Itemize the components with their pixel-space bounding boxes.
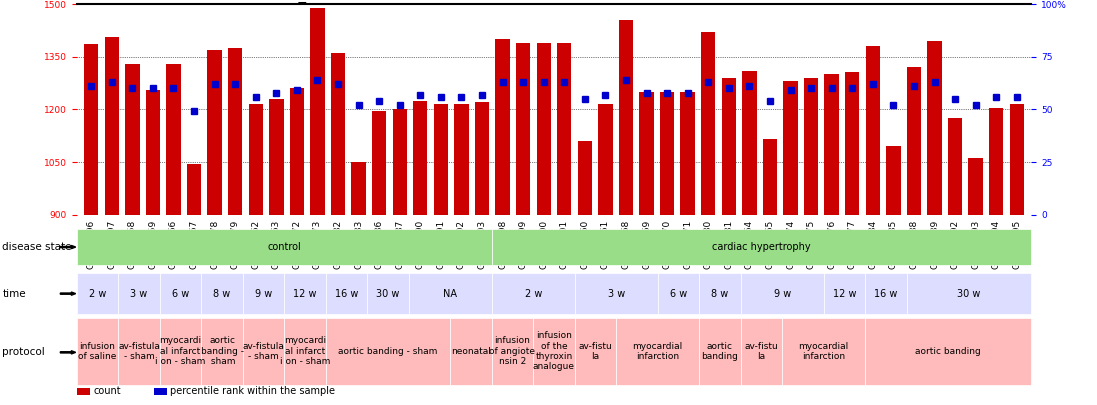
Text: NA: NA	[443, 289, 457, 298]
Text: aortic
banding -
 sham: aortic banding - sham	[201, 337, 244, 366]
Text: time: time	[2, 289, 26, 298]
Bar	[249, 104, 263, 215]
Bar	[1009, 104, 1024, 215]
Text: disease state: disease state	[2, 242, 71, 252]
Text: myocardi
al infarct
i on - sham: myocardi al infarct i on - sham	[156, 337, 206, 366]
Bar	[125, 64, 139, 215]
Bar	[475, 102, 489, 215]
Bar	[989, 108, 1004, 215]
Text: neonatal: neonatal	[451, 347, 491, 356]
Text: 2 w: 2 w	[89, 289, 106, 298]
Text: percentile rank within the sample: percentile rank within the sample	[170, 386, 335, 396]
Bar	[536, 43, 551, 215]
Text: aortic
banding: aortic banding	[701, 342, 738, 361]
Bar	[907, 67, 921, 215]
Text: myocardial
infarction: myocardial infarction	[633, 342, 682, 361]
Text: 16 w: 16 w	[335, 289, 359, 298]
Bar	[927, 41, 941, 215]
Bar	[146, 90, 160, 215]
Text: count: count	[93, 386, 121, 396]
Bar	[783, 81, 798, 215]
Text: aortic banding: aortic banding	[915, 347, 981, 356]
Text: 2 w: 2 w	[524, 289, 542, 298]
Text: 6 w: 6 w	[172, 289, 189, 298]
Bar	[372, 111, 386, 215]
Text: 30 w: 30 w	[958, 289, 981, 298]
Bar	[866, 46, 880, 215]
Text: 8 w: 8 w	[711, 289, 728, 298]
Bar	[84, 45, 99, 215]
Text: control: control	[268, 242, 302, 252]
Text: 3 w: 3 w	[131, 289, 148, 298]
Bar	[701, 32, 715, 215]
Text: infusion
of angiote
nsin 2: infusion of angiote nsin 2	[489, 337, 535, 366]
Text: 16 w: 16 w	[874, 289, 897, 298]
Bar	[414, 100, 428, 215]
Bar	[310, 8, 325, 215]
Bar	[969, 158, 983, 215]
Bar	[393, 109, 407, 215]
Text: 9 w: 9 w	[255, 289, 272, 298]
Bar	[804, 78, 818, 215]
Text: 6 w: 6 w	[670, 289, 687, 298]
Text: av-fistu
la: av-fistu la	[578, 342, 612, 361]
Bar	[948, 118, 962, 215]
Bar	[845, 72, 859, 215]
Text: infusion
of the
thyroxin
analogue: infusion of the thyroxin analogue	[533, 331, 575, 371]
Bar	[269, 99, 283, 215]
Bar	[351, 162, 365, 215]
Bar	[825, 74, 839, 215]
Text: cardiac hypertrophy: cardiac hypertrophy	[712, 242, 811, 252]
Bar	[660, 92, 675, 215]
Text: myocardi
al infarct
i on - sham: myocardi al infarct i on - sham	[280, 337, 330, 366]
Bar	[207, 50, 222, 215]
Text: protocol: protocol	[2, 347, 45, 357]
Bar	[228, 48, 242, 215]
Bar	[104, 37, 118, 215]
Text: 30 w: 30 w	[376, 289, 399, 298]
Text: av-fistula
- sham: av-fistula - sham	[242, 342, 284, 361]
Bar	[454, 104, 468, 215]
Bar	[640, 92, 654, 215]
Bar	[516, 43, 530, 215]
Text: av-fistu
la: av-fistu la	[745, 342, 779, 361]
Text: 9 w: 9 w	[773, 289, 791, 298]
Text: myocardial
infarction: myocardial infarction	[799, 342, 849, 361]
Text: 8 w: 8 w	[214, 289, 230, 298]
Bar	[186, 164, 201, 215]
Text: 12 w: 12 w	[833, 289, 856, 298]
Bar	[762, 139, 777, 215]
Bar	[722, 78, 736, 215]
Bar	[290, 88, 304, 215]
Bar	[557, 43, 572, 215]
Bar	[578, 141, 592, 215]
Text: av-fistula
- sham: av-fistula - sham	[118, 342, 160, 361]
Bar	[886, 146, 901, 215]
Text: infusion
of saline: infusion of saline	[78, 342, 116, 361]
Bar	[680, 92, 694, 215]
Bar	[331, 53, 346, 215]
Bar	[496, 39, 510, 215]
Text: 12 w: 12 w	[293, 289, 317, 298]
Bar	[598, 104, 612, 215]
Bar	[433, 104, 448, 215]
Text: GDS598 / AF017393_at: GDS598 / AF017393_at	[144, 0, 321, 3]
Bar	[743, 71, 757, 215]
Bar	[619, 20, 633, 215]
Text: aortic banding - sham: aortic banding - sham	[338, 347, 438, 356]
Text: 3 w: 3 w	[608, 289, 625, 298]
Bar	[167, 64, 181, 215]
